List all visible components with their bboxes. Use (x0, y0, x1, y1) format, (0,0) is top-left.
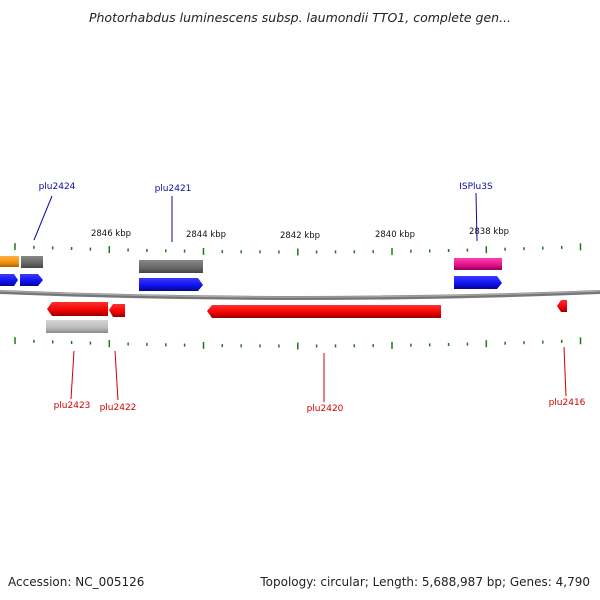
label-leader (475, 192, 478, 242)
tick-row-top (14, 243, 582, 256)
chromosome-backbone (0, 290, 600, 300)
reverse-cds[interactable] (557, 300, 567, 312)
gene-label-bottom[interactable]: plu2423 (54, 401, 91, 411)
topology-summary: Topology: circular; Length: 5,688,987 bp… (260, 575, 590, 589)
forward-cds[interactable] (0, 274, 18, 286)
map-title: Photorhabdus luminescens subsp. laumondi… (88, 10, 512, 25)
gene-label-top[interactable]: plu2421 (155, 184, 192, 194)
forward-cds[interactable] (139, 278, 203, 291)
label-leader (33, 195, 53, 241)
gene-label-bottom[interactable]: plu2420 (307, 404, 344, 414)
gene-gray[interactable] (139, 260, 203, 273)
accession-text: Accession: NC_005126 (8, 575, 145, 589)
scale-label: 2840 kbp (375, 230, 415, 240)
label-leader (70, 350, 75, 400)
gene-orange[interactable] (0, 256, 19, 267)
gene-magenta[interactable] (454, 258, 502, 270)
gene-gray[interactable] (21, 256, 43, 268)
forward-cds[interactable] (20, 274, 43, 286)
scale-label: 2844 kbp (186, 230, 226, 240)
gene-label-bottom[interactable]: plu2416 (549, 398, 586, 408)
gene-label-top[interactable]: plu2424 (39, 182, 76, 192)
reverse-cds[interactable] (109, 304, 125, 317)
forward-cds[interactable] (454, 276, 502, 289)
gene-light[interactable] (46, 320, 108, 333)
reverse-cds[interactable] (47, 302, 108, 316)
reverse-cds[interactable] (207, 305, 441, 318)
gene-label-bottom[interactable]: plu2422 (100, 403, 137, 413)
gene-label-top[interactable]: ISPlu3S (459, 182, 493, 192)
label-leader (563, 346, 567, 397)
scale-label: 2842 kbp (280, 231, 320, 241)
scale-label: 2846 kbp (91, 229, 131, 239)
scale-label: 2838 kbp (469, 227, 509, 237)
tick-row-bottom (14, 337, 582, 350)
label-leader (114, 350, 119, 401)
